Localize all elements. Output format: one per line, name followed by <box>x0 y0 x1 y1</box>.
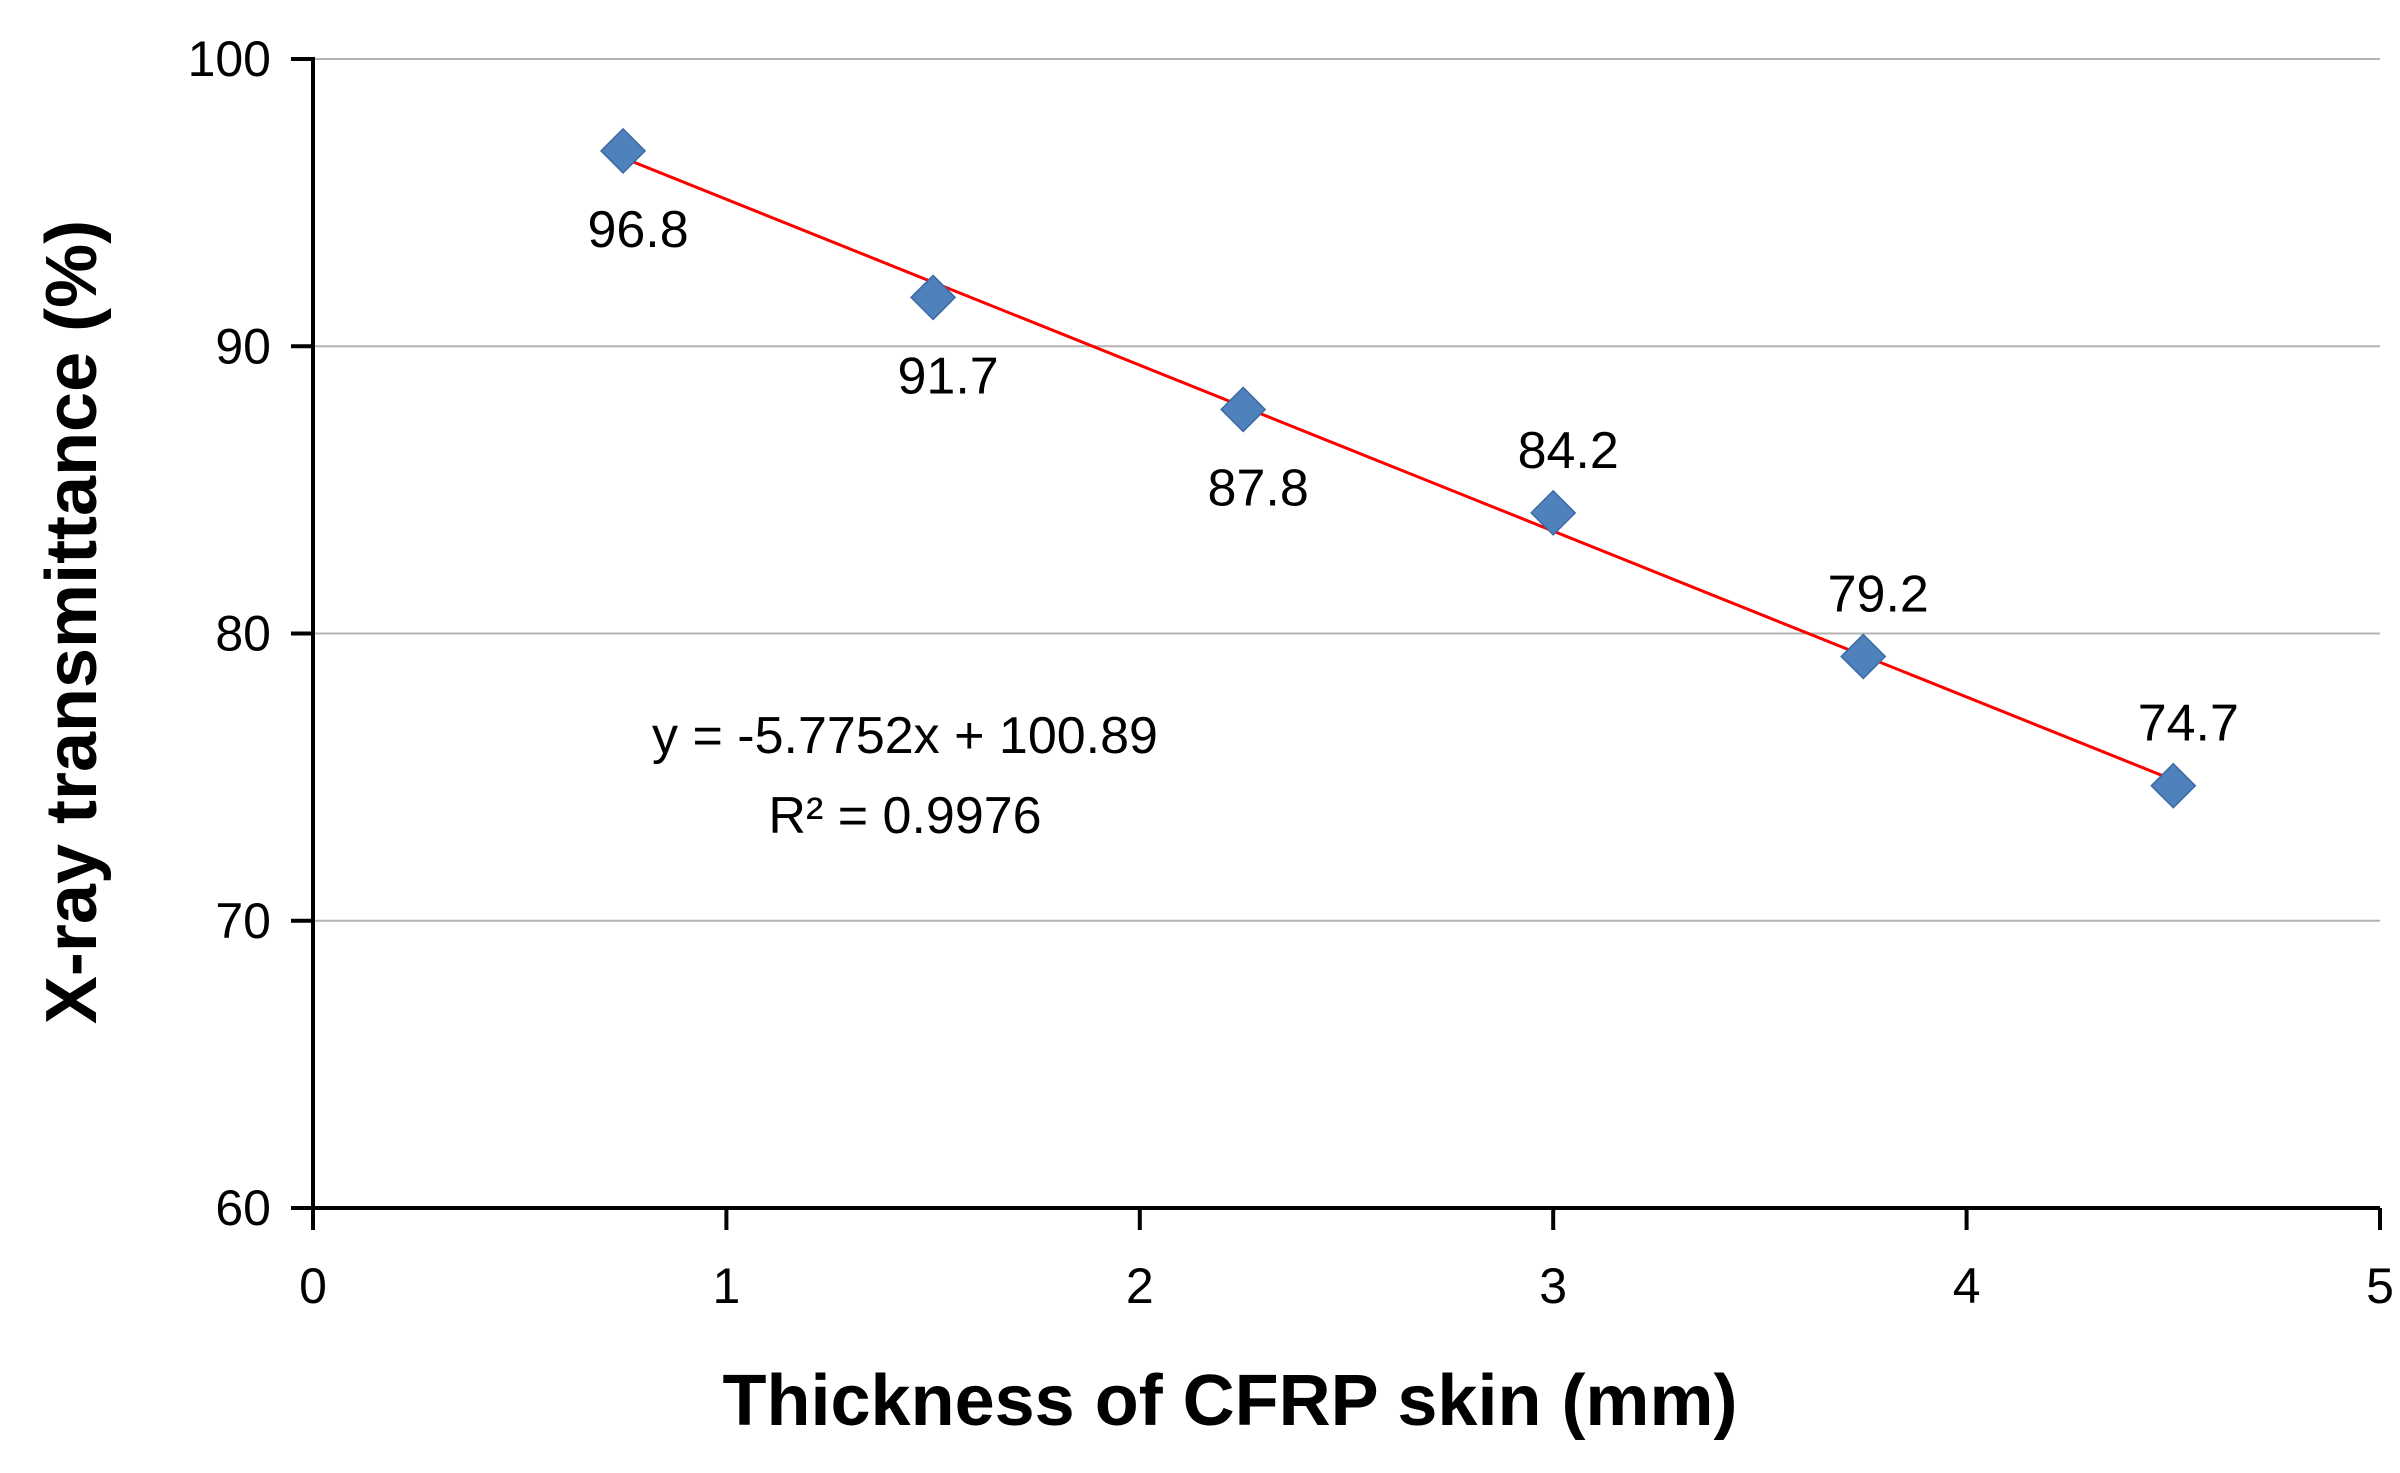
data-points <box>599 127 2197 809</box>
gridlines <box>313 58 2380 922</box>
y-tick-label: 90 <box>215 318 271 374</box>
y-axis-ticks: 60 70 80 90 100 <box>188 31 313 1236</box>
data-label: 87.8 <box>1208 459 1309 517</box>
x-tick-label: 1 <box>712 1258 740 1314</box>
y-tick-label: 60 <box>215 1180 271 1236</box>
x-tick-label: 0 <box>299 1258 327 1314</box>
data-point-marker <box>910 274 957 321</box>
y-tick-label: 80 <box>215 606 271 662</box>
data-label: 79.2 <box>1828 565 1929 623</box>
trendline-equation: y = -5.7752x + 100.89 <box>652 707 1158 765</box>
x-tick-label: 3 <box>1539 1258 1567 1314</box>
data-point-marker <box>1220 386 1267 433</box>
trendline-group <box>622 156 2174 782</box>
x-axis-ticks: 0 1 2 3 4 5 <box>299 1208 2394 1314</box>
trendline <box>622 156 2174 782</box>
x-tick-label: 2 <box>1126 1258 1154 1314</box>
x-axis-title: Thickness of CFRP skin (mm) <box>723 1361 1738 1441</box>
data-label: 96.8 <box>587 201 688 259</box>
data-label: 74.7 <box>2138 695 2239 753</box>
y-tick-label: 70 <box>215 893 271 949</box>
trendline-r-squared: R² = 0.9976 <box>768 787 1041 845</box>
data-point-marker <box>1530 489 1577 536</box>
data-point-marker <box>2150 762 2197 809</box>
x-tick-label: 5 <box>2366 1258 2394 1314</box>
data-label: 91.7 <box>897 347 998 405</box>
y-axis-title: X-ray transmittance (%) <box>32 220 112 1024</box>
data-point-marker <box>1840 633 1887 680</box>
y-tick-label: 100 <box>188 31 271 87</box>
x-tick-label: 4 <box>1953 1258 1981 1314</box>
data-point-marker <box>599 127 647 174</box>
data-labels: 96.8 91.7 87.8 84.2 79.2 74.7 <box>587 201 2238 753</box>
data-label: 84.2 <box>1518 422 1619 480</box>
